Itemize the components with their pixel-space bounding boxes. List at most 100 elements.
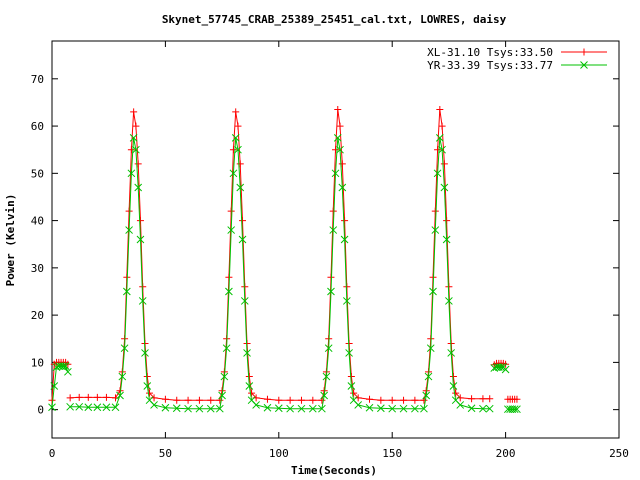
data-point: [172, 404, 181, 413]
data-point: [134, 183, 143, 192]
data-point: [125, 207, 133, 215]
x-tick-label: 150: [382, 447, 402, 460]
data-point: [84, 393, 92, 401]
data-point: [236, 160, 244, 168]
data-point: [116, 391, 124, 400]
data-point: [118, 372, 127, 381]
data-point: [102, 393, 110, 401]
data-point: [234, 145, 242, 154]
data-point: [275, 396, 283, 404]
data-point: [225, 287, 233, 296]
x-tick-label: 250: [609, 447, 629, 460]
data-point: [93, 393, 101, 401]
y-tick-label: 20: [31, 309, 44, 322]
data-point: [222, 344, 231, 353]
data-point: [399, 404, 408, 413]
data-point: [252, 401, 260, 409]
data-point: [150, 401, 158, 409]
data-point: [308, 404, 317, 413]
data-point: [236, 183, 245, 192]
x-tick-label: 200: [496, 447, 516, 460]
data-point: [424, 372, 433, 381]
data-point: [297, 404, 306, 413]
data-point: [513, 395, 521, 403]
series-0: [48, 106, 521, 404]
data-point: [449, 373, 457, 381]
x-tick-label: 50: [159, 447, 172, 460]
data-point: [422, 391, 431, 400]
data-point: [195, 404, 204, 413]
data-point: [324, 344, 333, 353]
data-point: [130, 108, 138, 116]
data-point: [129, 134, 138, 142]
data-point: [354, 401, 363, 409]
data-point: [400, 396, 408, 404]
data-point: [377, 404, 385, 413]
data-point: [263, 403, 272, 412]
data-point: [435, 134, 444, 142]
data-point: [456, 401, 465, 409]
data-point: [501, 365, 510, 374]
data-point: [227, 207, 235, 215]
data-point: [138, 297, 147, 305]
data-point: [184, 396, 192, 404]
data-point: [136, 217, 144, 225]
data-point: [215, 404, 224, 413]
data-point: [136, 235, 145, 244]
axis-ticks: 0 50 100 150 200 250 0 10 20 30 40 50 60 70: [31, 41, 629, 460]
data-point: [442, 235, 451, 244]
data-point: [447, 349, 456, 357]
data-point: [274, 404, 283, 413]
data-point: [445, 297, 453, 305]
data-point: [479, 395, 487, 403]
data-point: [127, 146, 135, 154]
data-point: [286, 396, 294, 404]
series-layer: [48, 106, 521, 414]
data-point: [48, 396, 56, 404]
data-point: [377, 396, 385, 404]
data-point: [338, 160, 346, 168]
data-point: [132, 145, 140, 154]
data-point: [332, 146, 339, 154]
data-point: [333, 134, 342, 142]
data-point: [434, 146, 442, 154]
data-point: [132, 122, 140, 130]
data-point: [336, 122, 344, 130]
data-point: [338, 183, 347, 192]
data-point: [329, 207, 337, 215]
data-point: [497, 363, 505, 371]
data-point: [206, 404, 215, 413]
data-point: [229, 146, 237, 154]
data-point: [365, 403, 374, 412]
data-point: [327, 287, 335, 296]
data-point: [234, 122, 242, 130]
data-point: [245, 382, 254, 390]
legend-label: YR-33.39 Tsys:33.77: [427, 59, 553, 72]
data-point: [184, 404, 192, 413]
data-point: [52, 363, 61, 371]
data-point: [429, 287, 437, 296]
data-point: [340, 235, 349, 244]
data-point: [510, 405, 519, 414]
data-point: [238, 235, 247, 244]
data-point: [452, 389, 460, 397]
data-point: [440, 160, 448, 168]
data-point: [411, 404, 419, 413]
data-point: [580, 48, 588, 56]
data-point: [227, 226, 236, 234]
data-point: [93, 403, 102, 412]
data-point: [245, 373, 253, 381]
data-point: [75, 393, 83, 401]
data-point: [334, 106, 342, 114]
data-point: [331, 169, 340, 178]
data-point: [48, 403, 56, 412]
data-point: [84, 403, 93, 412]
y-tick-label: 60: [31, 120, 44, 133]
data-point: [263, 395, 271, 403]
data-point: [580, 61, 588, 69]
data-point: [218, 391, 226, 400]
data-point: [161, 395, 169, 403]
data-point: [232, 108, 240, 116]
data-point: [286, 404, 294, 413]
